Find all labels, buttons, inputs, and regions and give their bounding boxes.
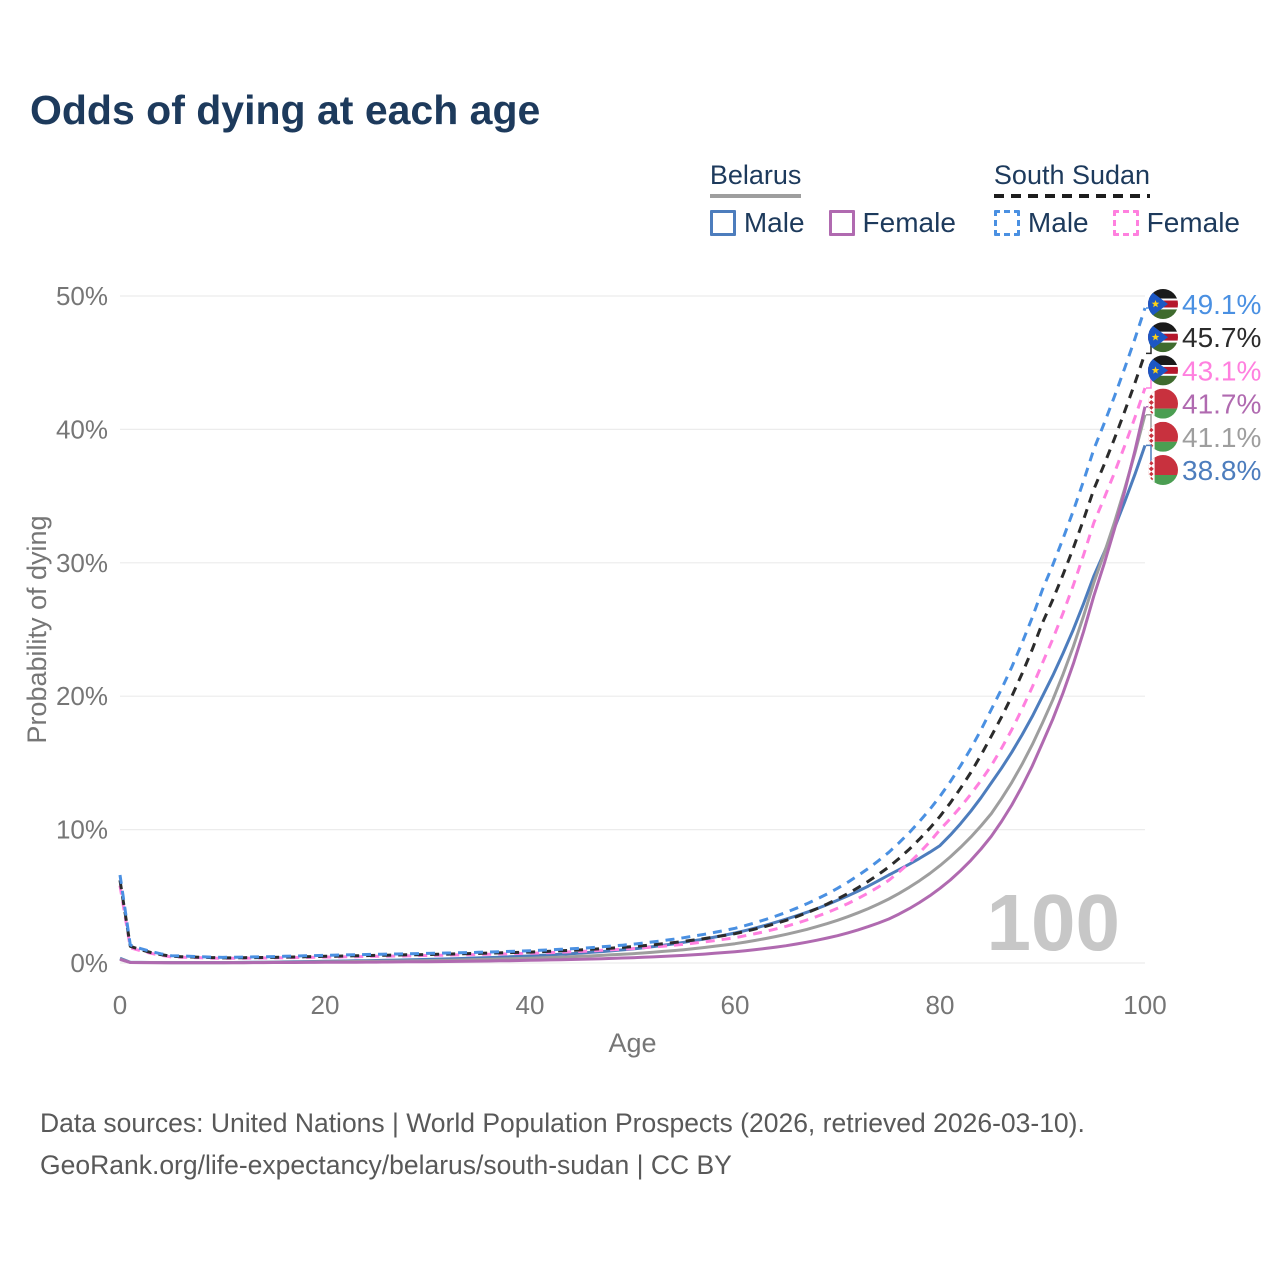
y-tick-label: 10% bbox=[56, 815, 108, 845]
series-line-south-sudan-female[interactable] bbox=[118, 387, 1147, 960]
y-tick-label: 50% bbox=[56, 281, 108, 311]
footer-data-sources: Data sources: United Nations | World Pop… bbox=[40, 1108, 1085, 1138]
flag-south-sudan-icon bbox=[1148, 289, 1178, 319]
legend-group-south-sudan: South Sudan Male Female bbox=[993, 160, 1240, 239]
y-tick-label: 30% bbox=[56, 548, 108, 578]
y-tick-label: 20% bbox=[56, 681, 108, 711]
belarus-male-swatch bbox=[709, 210, 736, 236]
legend-country-south-sudan[interactable]: South Sudan bbox=[993, 160, 1151, 190]
end-value-label-south-sudan-both-sexes: 45.7% bbox=[1182, 322, 1261, 353]
page-title: Odds of dying at each age bbox=[30, 87, 541, 133]
end-value-label-belarus-male: 38.8% bbox=[1182, 455, 1261, 486]
legend-item-label: Male bbox=[1027, 207, 1089, 238]
x-axis-title: Age bbox=[608, 1028, 656, 1058]
legend-item-belarus-female[interactable]: Female bbox=[828, 207, 956, 239]
flag-belarus-icon bbox=[1148, 422, 1178, 452]
legend-item-label: Female bbox=[862, 207, 956, 238]
x-tick-label: 20 bbox=[311, 990, 340, 1020]
end-value-label-south-sudan-male: 49.1% bbox=[1182, 289, 1261, 320]
flag-south-sudan-icon bbox=[1148, 322, 1178, 352]
series-line-south-sudan-both-sexes[interactable] bbox=[118, 352, 1147, 960]
legend-item-label: Male bbox=[743, 207, 805, 238]
south-sudan-female-swatch bbox=[1112, 210, 1139, 236]
age-watermark: 100 bbox=[987, 878, 1120, 967]
x-tick-label: 80 bbox=[926, 990, 955, 1020]
y-tick-label: 40% bbox=[56, 414, 108, 444]
belarus-line-style-swatch bbox=[709, 194, 802, 198]
legend: Belarus Male Female South Sudan Male bbox=[709, 160, 1240, 239]
end-value-label-belarus-both-sexes: 41.1% bbox=[1182, 422, 1261, 453]
y-axis-title: Probability of dying bbox=[22, 515, 52, 743]
x-tick-label: 100 bbox=[1123, 990, 1166, 1020]
series-line-belarus-female[interactable] bbox=[119, 406, 1147, 965]
flag-south-sudan-icon bbox=[1148, 355, 1178, 385]
south-sudan-male-swatch bbox=[993, 210, 1020, 236]
end-value-label-belarus-female: 41.7% bbox=[1182, 389, 1261, 420]
legend-country-belarus[interactable]: Belarus bbox=[709, 160, 802, 190]
y-tick-label: 0% bbox=[70, 948, 108, 978]
x-tick-label: 60 bbox=[721, 990, 750, 1020]
series-line-south-sudan-male[interactable] bbox=[118, 307, 1147, 959]
footer-attribution: GeoRank.org/life-expectancy/belarus/sout… bbox=[40, 1150, 732, 1181]
south-sudan-line-style-swatch bbox=[993, 194, 1151, 198]
legend-group-belarus: Belarus Male Female bbox=[709, 160, 956, 239]
legend-item-south-sudan-female[interactable]: Female bbox=[1112, 207, 1240, 239]
x-tick-label: 40 bbox=[516, 990, 545, 1020]
end-value-label-south-sudan-female: 43.1% bbox=[1182, 355, 1261, 386]
legend-item-belarus-male[interactable]: Male bbox=[709, 207, 805, 239]
flag-belarus-icon bbox=[1148, 389, 1178, 419]
belarus-female-swatch bbox=[828, 210, 855, 236]
footer: Data sources: United Nations | World Pop… bbox=[40, 1102, 1085, 1187]
flag-belarus-icon bbox=[1148, 455, 1178, 485]
legend-item-label: Female bbox=[1146, 207, 1240, 238]
legend-item-south-sudan-male[interactable]: Male bbox=[993, 207, 1089, 239]
x-tick-label: 0 bbox=[113, 990, 127, 1020]
